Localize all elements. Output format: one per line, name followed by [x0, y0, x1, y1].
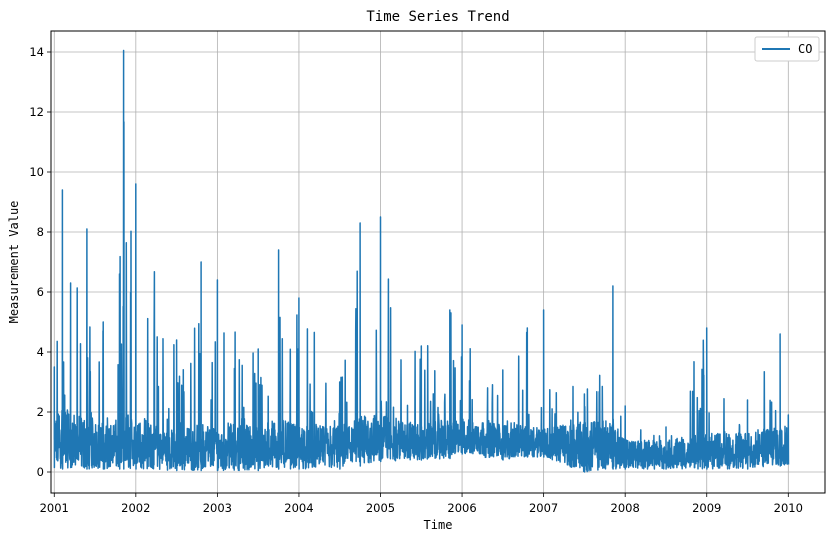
x-tick-label: 2003	[203, 501, 232, 515]
axes-frame	[50, 30, 826, 494]
y-tick-label: 12	[29, 105, 44, 119]
x-tick-label: 2009	[692, 501, 721, 515]
x-tick-label: 2010	[774, 501, 803, 515]
x-axis-label: Time	[424, 518, 453, 532]
legend-label-co: CO	[798, 42, 812, 56]
y-tick-label: 8	[37, 225, 44, 239]
y-tick-label: 0	[37, 465, 44, 479]
x-tick-label: 2007	[529, 501, 558, 515]
x-tick-label: 2001	[40, 501, 69, 515]
y-tick-label: 10	[29, 165, 44, 179]
y-tick-label: 2	[37, 405, 44, 419]
x-tick-label: 2005	[366, 501, 395, 515]
legend: CO	[754, 36, 820, 62]
plot-area	[53, 49, 790, 473]
x-axis: 2001 2002 2003 2004 2005 2006 2007 2008 2009 2010	[40, 493, 803, 515]
y-axis-label: Measurement Value	[7, 201, 21, 324]
x-tick-label: 2002	[121, 501, 150, 515]
chart-title: Time Series Trend	[366, 9, 509, 25]
y-tick-label: 4	[37, 345, 44, 359]
x-tick-label: 2004	[284, 501, 313, 515]
y-tick-label: 14	[29, 45, 44, 59]
x-tick-label: 2008	[611, 501, 640, 515]
y-axis: 0 2 4 6 8 10 12 14	[29, 45, 51, 479]
y-tick-label: 6	[37, 285, 44, 299]
x-tick-label: 2006	[447, 501, 476, 515]
grid	[51, 31, 825, 493]
series-line-co	[53, 49, 790, 473]
